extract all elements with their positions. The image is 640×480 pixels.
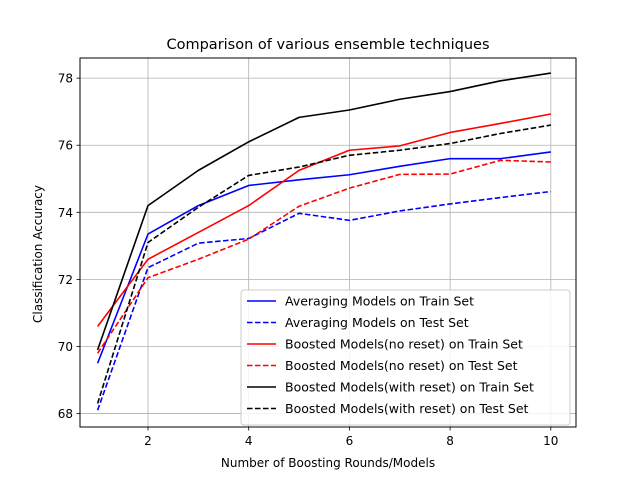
legend-frame: [240, 289, 571, 426]
legend-label: Averaging Models on Test Set: [285, 315, 469, 330]
data-series: [96, 72, 551, 411]
legend-label: Boosted Models(no reset) on Train Set: [285, 337, 523, 352]
legend-label: Averaging Models on Train Set: [285, 294, 474, 309]
series-line-4: [96, 159, 551, 354]
y-tick-label: 76: [58, 139, 73, 153]
series-line-5: [96, 72, 551, 351]
legend-label: Boosted Models(with reset) on Train Set: [285, 380, 534, 395]
y-tick-label: 78: [58, 72, 73, 86]
y-tick-label: 68: [58, 407, 73, 421]
legend-entries: Averaging Models on Train Set Averaging M…: [247, 294, 534, 416]
series-line-3: [96, 113, 551, 327]
plot-area-frame: [79, 57, 577, 428]
x-tick-label: 4: [245, 434, 253, 448]
x-tick-label: 8: [446, 434, 454, 448]
series-line-2: [96, 190, 551, 411]
legend-label: Boosted Models(with reset) on Test Set: [285, 401, 529, 416]
legend-label: Boosted Models(no reset) on Test Set: [285, 358, 518, 373]
x-axis-label: Number of Boosting Rounds/Models: [221, 456, 435, 470]
legend: Averaging Models on Train Set Averaging M…: [240, 289, 571, 426]
y-axis-label: Classification Accuracy: [31, 185, 45, 323]
grid-lines: [80, 58, 576, 427]
x-tick-label: 6: [346, 434, 354, 448]
x-tick-label: 2: [144, 434, 152, 448]
chart-title: Comparison of various ensemble technique…: [166, 37, 489, 53]
y-tick-label: 72: [58, 273, 73, 287]
y-tick-label: 74: [58, 206, 73, 220]
series-line-1: [96, 151, 551, 364]
x-tick-label: 10: [543, 434, 558, 448]
y-tick-label: 70: [58, 340, 73, 354]
